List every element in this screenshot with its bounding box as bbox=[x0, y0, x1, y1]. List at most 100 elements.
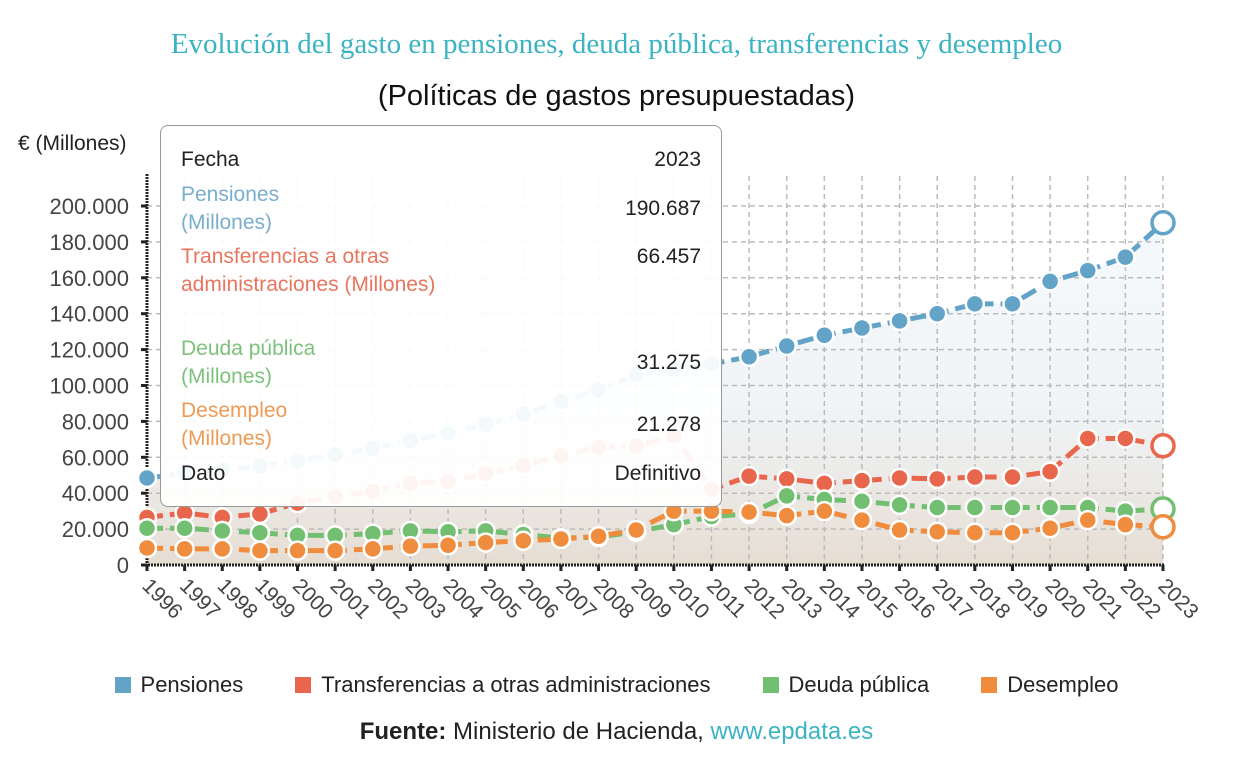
y-tick-label: 160.000 bbox=[49, 266, 129, 291]
x-tick-label: 2023 bbox=[1153, 574, 1202, 623]
y-tick-label: 60.000 bbox=[62, 445, 129, 470]
data-point bbox=[174, 538, 195, 560]
x-tick-label: 2004 bbox=[439, 574, 489, 624]
data-point bbox=[362, 538, 384, 560]
data-point-highlighted bbox=[1150, 514, 1176, 540]
y-tick-label: 40.000 bbox=[62, 481, 129, 506]
series-line-deuda bbox=[147, 493, 1164, 541]
x-tick-label: 1999 bbox=[250, 574, 299, 623]
data-point bbox=[324, 540, 346, 561]
data-point bbox=[1115, 514, 1136, 535]
tooltip-fecha-label: Fecha bbox=[181, 148, 240, 171]
data-point bbox=[249, 503, 271, 525]
data-point bbox=[174, 517, 195, 539]
data-point bbox=[738, 346, 760, 368]
x-tick-label: 2016 bbox=[890, 574, 939, 623]
data-point bbox=[964, 522, 986, 543]
data-point bbox=[1002, 293, 1023, 315]
x-tick-label: 2008 bbox=[589, 574, 638, 623]
tooltip-pensiones-value: 190.687 bbox=[625, 197, 701, 220]
tooltip-pensiones-label: Pensiones (Millones) bbox=[181, 183, 280, 234]
x-tick-label: 2002 bbox=[363, 574, 412, 623]
legend-item-deuda[interactable]: Deuda pública bbox=[762, 672, 929, 698]
tooltip-fecha-value: 2023 bbox=[654, 148, 701, 171]
legend-label-transferencias: Transferencias a otras administraciones bbox=[321, 672, 711, 697]
legend-item-desempleo[interactable]: Desempleo bbox=[981, 672, 1118, 698]
x-tick-label: 2005 bbox=[476, 574, 525, 623]
data-point bbox=[249, 522, 271, 543]
tooltip-transferencias-label: Transferencias a otras administraciones … bbox=[181, 245, 436, 296]
data-point bbox=[136, 517, 158, 539]
x-tick-label: 1996 bbox=[137, 574, 186, 623]
x-tick-label: 2013 bbox=[777, 574, 826, 623]
legend-item-pensiones[interactable]: Pensiones bbox=[114, 672, 244, 698]
data-point bbox=[889, 519, 910, 541]
x-tick-label: 2001 bbox=[326, 574, 375, 623]
x-tick-label: 2011 bbox=[702, 574, 750, 622]
series-line-desempleo bbox=[146, 508, 1164, 554]
x-tick-label: 2017 bbox=[928, 574, 977, 623]
data-point bbox=[1077, 428, 1098, 449]
legend-item-transferencias[interactable]: Transferencias a otras administraciones bbox=[295, 672, 711, 698]
tooltip-row-fecha: Fecha 2023 bbox=[181, 146, 701, 174]
data-point bbox=[851, 470, 873, 491]
data-point bbox=[287, 540, 308, 561]
x-tick-label: 2021 bbox=[1078, 574, 1127, 623]
data-point bbox=[136, 537, 158, 559]
data-point bbox=[776, 468, 797, 490]
x-tick-label: 2020 bbox=[1041, 574, 1090, 623]
tooltip-row-desempleo: Desempleo (Millones) 21.278 bbox=[181, 397, 701, 453]
data-point bbox=[513, 530, 534, 552]
data-point bbox=[738, 501, 760, 523]
x-tick-label: 2019 bbox=[1003, 574, 1052, 623]
tooltip-deuda-value: 31.275 bbox=[636, 351, 701, 374]
x-tick-labels: 1996199719981999200020012002200320042005… bbox=[137, 574, 1202, 624]
x-tick-label: 1997 bbox=[175, 574, 224, 623]
data-point bbox=[964, 466, 986, 488]
data-point bbox=[475, 532, 496, 553]
y-tick-label: 180.000 bbox=[49, 230, 129, 255]
source-label: Fuente: bbox=[359, 718, 447, 745]
data-point bbox=[588, 526, 609, 547]
y-tick-label: 120.000 bbox=[49, 338, 129, 363]
legend: Pensiones Transferencias a otras adminis… bbox=[0, 672, 1233, 698]
tooltip-dato-value: Definitivo bbox=[614, 462, 701, 485]
series-desempleo bbox=[136, 500, 1176, 561]
y-tick-label: 80.000 bbox=[62, 409, 129, 434]
data-point-highlighted bbox=[1150, 432, 1176, 459]
legend-swatch-pensiones bbox=[114, 677, 131, 693]
data-point bbox=[964, 497, 986, 518]
x-tick-label: 2006 bbox=[514, 574, 563, 623]
data-point bbox=[1002, 497, 1023, 518]
legend-label-desempleo: Desempleo bbox=[1007, 672, 1119, 697]
data-point bbox=[926, 468, 948, 490]
data-point bbox=[926, 497, 948, 518]
x-tick-label: 2014 bbox=[815, 574, 865, 624]
tooltip: Fecha 2023 Pensiones (Millones) 190.687 … bbox=[160, 125, 722, 507]
legend-swatch-desempleo bbox=[981, 677, 998, 693]
data-point bbox=[1039, 271, 1061, 292]
data-point bbox=[550, 528, 572, 550]
data-point bbox=[776, 485, 797, 507]
x-tick-label: 2022 bbox=[1116, 574, 1165, 623]
tooltip-row-dato: Dato Definitivo bbox=[181, 460, 701, 488]
data-point bbox=[1115, 246, 1136, 268]
data-point bbox=[400, 535, 421, 557]
data-point bbox=[926, 521, 948, 543]
axis-layer bbox=[141, 174, 1165, 571]
data-point bbox=[814, 500, 835, 522]
y-tick-label: 140.000 bbox=[49, 302, 129, 327]
y-tick-labels: 0 20.000 40.000 60.000 80.000 100.000 120.000 1… bbox=[49, 194, 129, 578]
x-tick-label: 2015 bbox=[852, 574, 901, 623]
legend-label-pensiones: Pensiones bbox=[140, 672, 244, 697]
data-point bbox=[776, 505, 797, 526]
y-axis-label: € (Millones) bbox=[18, 132, 127, 155]
tooltip-dato-label: Dato bbox=[181, 462, 226, 485]
source-link[interactable]: www.epdata.es bbox=[710, 718, 874, 745]
y-tick-label: 20.000 bbox=[62, 517, 129, 542]
x-tick-label: 2012 bbox=[740, 574, 789, 623]
data-point bbox=[1115, 428, 1136, 449]
legend-swatch-transferencias bbox=[295, 677, 312, 693]
data-point bbox=[437, 535, 459, 556]
tooltip-row-deuda: Deuda pública (Millones) 31.275 bbox=[181, 335, 701, 391]
